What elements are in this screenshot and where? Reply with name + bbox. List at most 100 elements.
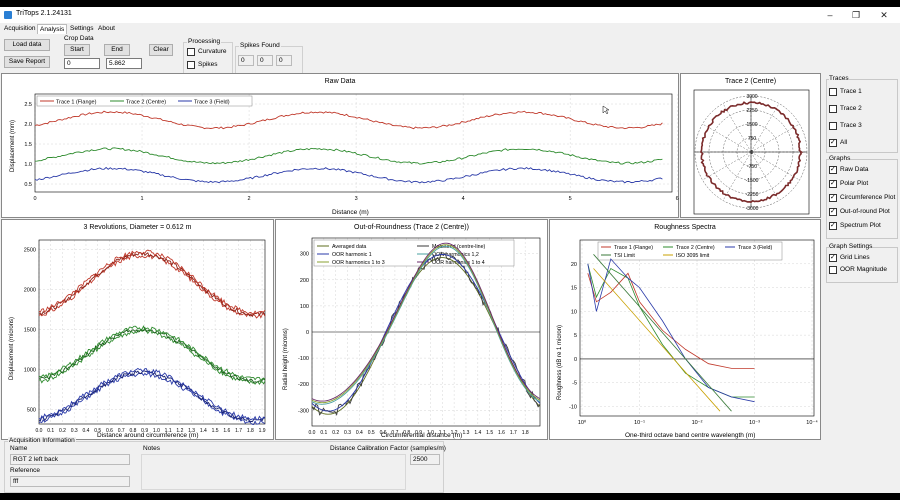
oor-legend — [313, 239, 515, 267]
tab-about[interactable]: About — [98, 25, 115, 32]
rev-ytick-label: 1500 — [24, 328, 36, 334]
traces-title: Traces — [829, 75, 849, 82]
raw-ytick-label: 1.5 — [24, 142, 32, 148]
polar-tick-label: -2250 — [746, 192, 759, 198]
acquisition-info-group: Acquisition Information — [4, 437, 444, 493]
revolution-line — [38, 253, 266, 319]
acquisition-info: Acquisition Information Name RGT 2 left … — [0, 435, 900, 493]
notes-field[interactable] — [141, 454, 406, 490]
raw-ytick-label: 1.0 — [24, 162, 32, 168]
polar-spoke — [702, 151, 752, 181]
mouse-cursor — [602, 105, 610, 115]
oor-xtick-label: 0.3 — [344, 430, 351, 436]
graph-setting-checkbox[interactable] — [829, 266, 837, 274]
rev-xtick-label: 1.1 — [165, 428, 172, 434]
crop-start-field[interactable]: 0 — [64, 58, 100, 69]
close-button[interactable]: ✕ — [880, 10, 888, 20]
title-bar: TriTops 2.1.24131 – ❐ ✕ — [0, 7, 900, 23]
rev-xtick-label: 1.6 — [223, 428, 230, 434]
graph-settings-title: Graph Settings — [829, 243, 873, 250]
acquisition-info-title: Acquisition Information — [8, 437, 76, 444]
rev-xtick-label: 0.9 — [141, 428, 148, 434]
graph-checkbox[interactable] — [829, 193, 837, 202]
revolution-line — [38, 371, 266, 425]
oor-legend-label: OOR harmonics 1,2 — [432, 252, 479, 258]
app-icon — [4, 11, 12, 19]
graph-label: Polar Plot — [840, 180, 869, 187]
load-data-button[interactable]: Load data — [4, 39, 50, 51]
graph-setting-label: Grid Lines — [840, 254, 870, 261]
revolutions-xlabel: Distance around circumference (m) — [97, 432, 199, 439]
rough-legend-label: TSI Limit — [614, 253, 635, 259]
calibration-field[interactable]: 2500 — [410, 454, 440, 465]
crop-end-field[interactable]: 5.862 — [106, 58, 142, 69]
graph-checkbox[interactable] — [829, 165, 837, 174]
graph-setting-label: OOR Magnitude — [840, 266, 887, 273]
rough-ytick-label: 15 — [571, 286, 577, 292]
rough-legend-label: Trace 3 (Field) — [738, 245, 772, 251]
roughness-chart: Trace 1 (Flange) Trace 2 (Centre) Trace 3 … — [557, 239, 818, 439]
oor-xtick-label: 1.1 — [439, 430, 446, 436]
raw-trace-1 — [34, 110, 663, 130]
tab-bar: Acquisition Analysis Settings About — [0, 23, 900, 34]
oor-xtick-label: 0.5 — [368, 430, 375, 436]
graph-settings-group — [826, 247, 898, 283]
trace-checkbox[interactable] — [829, 138, 837, 147]
tab-acquisition[interactable]: Acquisition — [4, 25, 36, 32]
graph-checkbox[interactable] — [829, 207, 837, 216]
rough-xtick-label: 10⁰ — [578, 419, 587, 426]
raw-legend — [36, 95, 253, 107]
oor-ytick-label: 100 — [300, 304, 309, 310]
crop-start-button[interactable]: Start — [64, 44, 90, 56]
rough-ytick-label: 5 — [574, 333, 577, 339]
rev-xtick-label: 0.3 — [71, 428, 78, 434]
graph-setting-checkbox[interactable] — [829, 253, 837, 262]
oor-ytick-label: 300 — [300, 252, 309, 258]
crop-clear-button[interactable]: Clear — [149, 44, 173, 56]
rough-xtick-label: 10⁻¹ — [634, 420, 645, 426]
graph-checkbox[interactable] — [829, 179, 837, 188]
rev-xtick-label: 0.8 — [129, 428, 136, 434]
rev-xtick-label: 1.3 — [188, 428, 195, 434]
trace-checkbox[interactable] — [829, 122, 837, 130]
graph-checkbox[interactable] — [829, 221, 837, 230]
polar-panel: Trace 2 (Centre) 3000 2250 1500 750 0 -750 -15… — [680, 73, 821, 218]
curvature-label: Curvature — [198, 48, 227, 55]
raw-xtick-label: 1 — [141, 196, 144, 202]
rev-xtick-label: 1.8 — [247, 428, 254, 434]
oor-series-line — [311, 244, 541, 404]
name-label: Name — [10, 445, 28, 452]
spikes-found-title: Spikes Found — [239, 42, 281, 49]
graph-label: Circumference Plot — [840, 194, 896, 201]
trace-checkbox[interactable] — [829, 105, 837, 113]
oor-legend-label: OOR harmonic 1 — [332, 252, 372, 258]
tab-analysis[interactable]: Analysis — [37, 24, 68, 34]
rough-xtick-label: 10⁻² — [692, 420, 703, 426]
crop-end-button[interactable]: End — [104, 44, 130, 56]
rev-xtick-label: 1.9 — [259, 428, 266, 434]
trace-label: Trace 1 — [840, 88, 862, 95]
save-report-button[interactable]: Save Report — [4, 56, 50, 68]
roughness-panel: Roughness Spectra Trace 1 (Flange) Trace … — [549, 219, 821, 440]
name-field[interactable]: RGT 2 left back — [10, 454, 130, 465]
reference-field[interactable]: fff — [10, 476, 130, 487]
rev-xtick-label: 1.4 — [200, 428, 207, 434]
spikes-checkbox[interactable] — [187, 61, 195, 69]
oor-xtick-label: 1.5 — [486, 430, 493, 436]
revolution-line — [38, 329, 266, 386]
oor-ytick-label: -100 — [298, 356, 309, 362]
oor-ylabel: Radial height (microns) — [283, 328, 289, 390]
rev-xtick-label: 1.2 — [176, 428, 183, 434]
trace-label: Trace 3 — [840, 122, 862, 129]
curvature-checkbox[interactable] — [187, 48, 195, 56]
trace-checkbox[interactable] — [829, 88, 837, 96]
rev-xtick-label: 1.5 — [212, 428, 219, 434]
raw-xtick-label: 6 — [676, 196, 679, 202]
polar-tick-label: 2250 — [746, 108, 757, 114]
tab-settings[interactable]: Settings — [70, 25, 94, 32]
rev-xtick-label: 0.0 — [36, 428, 43, 434]
minimize-button[interactable]: – — [827, 10, 833, 20]
maximize-button[interactable]: ❐ — [851, 10, 861, 20]
roughness-legend — [597, 241, 783, 261]
raw-xtick-label: 4 — [462, 196, 465, 202]
